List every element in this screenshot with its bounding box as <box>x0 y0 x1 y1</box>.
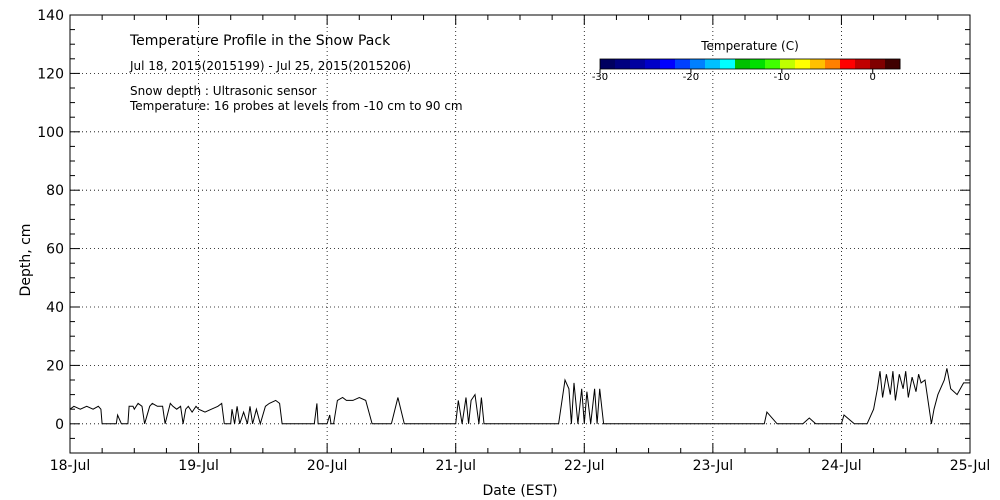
colorbar-swatch <box>675 59 691 69</box>
chart-subtitle: Jul 18, 2015(2015199) - Jul 25, 2015(201… <box>129 59 411 73</box>
colorbar-tick-label: 0 <box>870 72 876 83</box>
y-tick-label: 120 <box>37 66 64 82</box>
y-tick-label: 0 <box>55 417 64 433</box>
x-tick-label: 22-Jul <box>564 458 605 474</box>
colorbar-swatch <box>855 59 871 69</box>
x-tick-label: 24-Jul <box>821 458 862 474</box>
y-tick-label: 100 <box>37 125 64 141</box>
colorbar-swatch <box>645 59 661 69</box>
x-tick-label: 18-Jul <box>50 458 91 474</box>
colorbar-swatch <box>615 59 631 69</box>
colorbar-tick-label: -20 <box>683 72 699 83</box>
chart-note-temperature: Temperature: 16 probes at levels from -1… <box>129 99 463 113</box>
depth-line-segment <box>69 402 225 425</box>
colorbar-swatch <box>690 59 706 69</box>
colorbar-swatch <box>870 59 886 69</box>
y-tick-label: 40 <box>46 300 64 316</box>
x-tick-label: 19-Jul <box>178 458 219 474</box>
x-tick-label: 25-Jul <box>950 458 991 474</box>
depth-line-segment <box>224 396 392 426</box>
y-tick-label: 60 <box>46 242 64 258</box>
y-tick-label: 20 <box>46 358 64 374</box>
colorbar-swatch <box>765 59 781 69</box>
x-tick-labels: 18-Jul 19-Jul 20-Jul 21-Jul 22-Jul 23-Jul 24-J… <box>50 458 991 474</box>
colorbar-swatch <box>600 59 616 69</box>
x-axis-label: Date (EST) <box>482 483 557 499</box>
y-tick-label: 80 <box>46 183 64 199</box>
colorbar-swatch <box>885 59 901 69</box>
temperature-colorbar: Temperature (C) -30 -20 -10 0 <box>592 39 901 83</box>
colorbar-swatch <box>705 59 721 69</box>
colorbar-swatch <box>630 59 646 69</box>
colorbar-title: Temperature (C) <box>700 39 799 53</box>
colorbar-swatch <box>780 59 796 69</box>
y-axis-label: Depth, cm <box>18 224 34 297</box>
plot-frame <box>69 14 971 454</box>
y-tick-labels: 0 20 40 60 80 100 120 140 <box>37 8 64 433</box>
x-tick-label: 20-Jul <box>307 458 348 474</box>
colorbar-frame <box>599 58 901 70</box>
colorbar-swatch <box>720 59 736 69</box>
depth-line-segment <box>390 378 675 425</box>
x-tick-label: 23-Jul <box>693 458 734 474</box>
depth-line-segment <box>674 368 970 425</box>
colorbar-swatch <box>810 59 826 69</box>
colorbar-swatch <box>825 59 841 69</box>
colorbar-tick-label: -10 <box>774 72 790 83</box>
grid-lines <box>70 15 970 453</box>
chart-title: Temperature Profile in the Snow Pack <box>129 33 391 49</box>
depth-series <box>69 368 970 426</box>
colorbar-swatch <box>660 59 676 69</box>
y-tick-label: 140 <box>37 8 64 24</box>
axis-ticks <box>69 14 971 454</box>
colorbar-swatch <box>750 59 766 69</box>
chart-note-snow-depth: Snow depth : Ultrasonic sensor <box>130 84 317 98</box>
x-tick-label: 21-Jul <box>435 458 476 474</box>
colorbar-tick-label: -30 <box>592 72 608 83</box>
colorbar-swatch <box>795 59 811 69</box>
colorbar-swatch <box>840 59 856 69</box>
colorbar-swatch <box>735 59 751 69</box>
